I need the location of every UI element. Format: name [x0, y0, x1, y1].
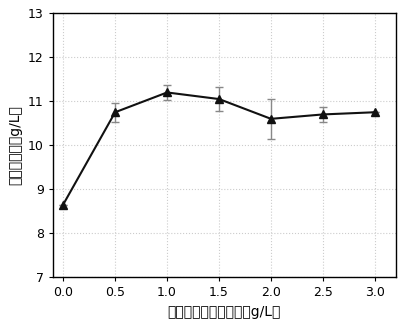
- Y-axis label: 菌丝体干重（g/L）: 菌丝体干重（g/L）: [8, 105, 22, 185]
- X-axis label: 刺五加诱导物添加量（g/L）: 刺五加诱导物添加量（g/L）: [168, 305, 281, 319]
